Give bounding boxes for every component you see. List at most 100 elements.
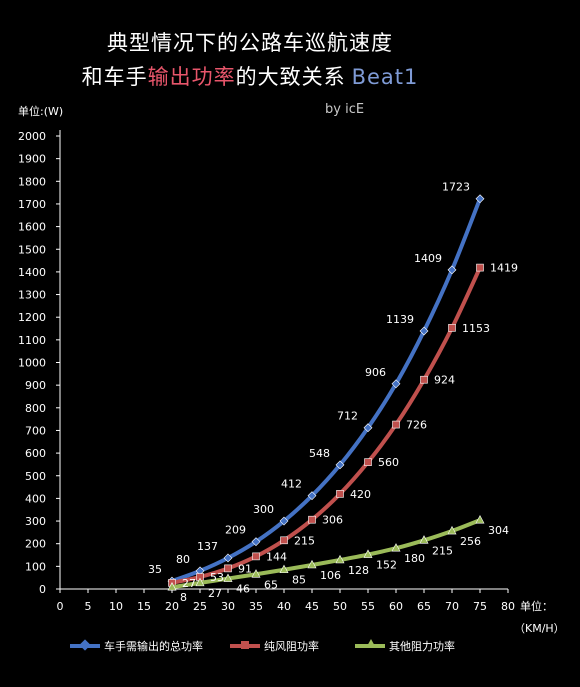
title-line2-tag: Beat1 — [351, 65, 419, 89]
data-label-other: 65 — [264, 578, 278, 591]
x-tick-label: 60 — [389, 600, 403, 613]
data-point-other — [419, 535, 429, 544]
x-tick-label: 70 — [445, 600, 459, 613]
legend-swatch-other — [355, 639, 385, 648]
data-label-total: 80 — [176, 553, 190, 566]
data-label-other: 85 — [292, 574, 306, 587]
data-point-other — [223, 573, 233, 582]
data-point-other — [391, 543, 401, 552]
data-point-wind — [336, 490, 344, 498]
data-label-wind: 306 — [322, 514, 343, 527]
data-label-other: 46 — [236, 583, 250, 596]
data-point-wind — [364, 458, 372, 466]
data-point-total — [475, 194, 485, 204]
data-point-total — [363, 423, 373, 433]
x-tick-label: 5 — [85, 600, 92, 613]
data-point-wind — [420, 375, 428, 384]
data-label-total: 209 — [225, 524, 246, 537]
data-labels: 35 80 137 209 300 412 548 712 906 1139 1409 1723 27 5… — [148, 181, 518, 604]
data-label-total: 35 — [148, 563, 162, 576]
y-tick-label: 2000 — [18, 130, 46, 143]
data-label-total: 300 — [253, 503, 274, 516]
y-tick-label: 1800 — [18, 175, 46, 188]
legend-label-total: 车手需输出的总功率 — [104, 640, 203, 653]
x-tick-label: 15 — [137, 600, 151, 613]
y-tick-label: 900 — [25, 379, 46, 392]
data-point-total — [279, 516, 289, 526]
y-tick-label: 100 — [25, 560, 46, 573]
x-tick-label: 25 — [193, 600, 207, 613]
data-point-wind — [476, 263, 484, 272]
legend-label-other: 其他阻力功率 — [389, 640, 455, 653]
y-tick-label: 1400 — [18, 266, 46, 279]
y-tick-label: 400 — [25, 492, 46, 505]
data-label-wind: 1153 — [462, 322, 490, 335]
legend-label-wind: 纯风阻功率 — [264, 640, 319, 653]
data-label-total: 906 — [365, 366, 386, 379]
x-tick-label: 35 — [249, 600, 263, 613]
x-tick-label: 40 — [277, 600, 291, 613]
title-line2-part1: 和车手 — [81, 65, 148, 89]
x-tick-label: 45 — [305, 600, 319, 613]
data-label-wind: 91 — [238, 562, 252, 575]
y-axis-ticks: 0 100 200 300 400 500 600 700 800 900 1000 1100 1200… — [18, 130, 60, 596]
legend-marker-other — [366, 639, 376, 648]
chart-legend: 车手需输出的总功率 纯风阻功率 其他阻力功率 — [60, 638, 560, 658]
legend-swatch-wind — [230, 641, 260, 649]
data-point-total — [391, 379, 401, 389]
data-point-wind — [392, 420, 400, 429]
data-point-wind — [308, 515, 316, 524]
data-label-other: 27 — [208, 587, 222, 600]
data-point-other — [279, 564, 289, 574]
x-tick-label: 20 — [165, 600, 179, 613]
x-axis-unit-label: （KM/H） — [514, 622, 565, 635]
data-label-other: 8 — [180, 591, 187, 604]
data-label-wind: 924 — [434, 374, 455, 387]
y-tick-label: 600 — [25, 447, 46, 460]
x-tick-label: 80 — [501, 600, 515, 613]
chart-series — [167, 194, 485, 591]
y-tick-label: 1000 — [18, 357, 46, 370]
y-axis-label: 单位:(W) — [18, 104, 63, 118]
data-label-wind: 420 — [350, 488, 371, 501]
chart-axes: 单位:(W) 单位： （KM/H） — [18, 104, 565, 635]
x-tick-label: 30 — [221, 600, 235, 613]
legend-item-total: 车手需输出的总功率 — [70, 638, 203, 654]
y-tick-label: 1300 — [18, 289, 46, 302]
data-point-wind — [280, 536, 288, 545]
x-tick-label: 0 — [57, 600, 64, 613]
data-point-other — [363, 549, 373, 558]
y-tick-label: 1100 — [18, 334, 46, 347]
data-label-wind: 53 — [210, 571, 224, 584]
data-point-total — [419, 326, 429, 336]
data-point-other — [251, 569, 261, 578]
legend-item-wind: 纯风阻功率 — [230, 638, 319, 654]
x-tick-label: 65 — [417, 600, 431, 613]
y-tick-label: 300 — [25, 515, 46, 528]
data-point-other — [335, 554, 345, 564]
data-label-wind: 560 — [378, 456, 399, 469]
x-axis-label: 单位： — [520, 599, 553, 613]
author-credit: by icE — [325, 102, 365, 117]
data-point-total — [335, 460, 345, 470]
data-point-wind — [224, 564, 232, 573]
data-label-wind: 726 — [406, 419, 427, 432]
y-tick-label: 500 — [25, 470, 46, 483]
data-point-other — [447, 525, 457, 535]
data-point-total — [447, 265, 457, 275]
x-axis-ticks: 0 5 10 15 20 25 30 35 40 45 50 55 60 65 70 75 80 — [57, 589, 515, 613]
data-label-other: 304 — [488, 524, 509, 537]
y-tick-label: 1700 — [18, 198, 46, 211]
data-point-total — [223, 553, 233, 563]
data-point-wind — [448, 324, 456, 332]
data-label-total: 1723 — [442, 181, 470, 194]
y-tick-label: 800 — [25, 402, 46, 415]
data-label-wind: 27 — [182, 577, 196, 590]
legend-marker-wind — [241, 641, 249, 649]
data-point-total — [251, 537, 261, 547]
x-tick-label: 55 — [361, 600, 375, 613]
y-tick-label: 1600 — [18, 221, 46, 234]
data-point-wind — [252, 552, 260, 561]
